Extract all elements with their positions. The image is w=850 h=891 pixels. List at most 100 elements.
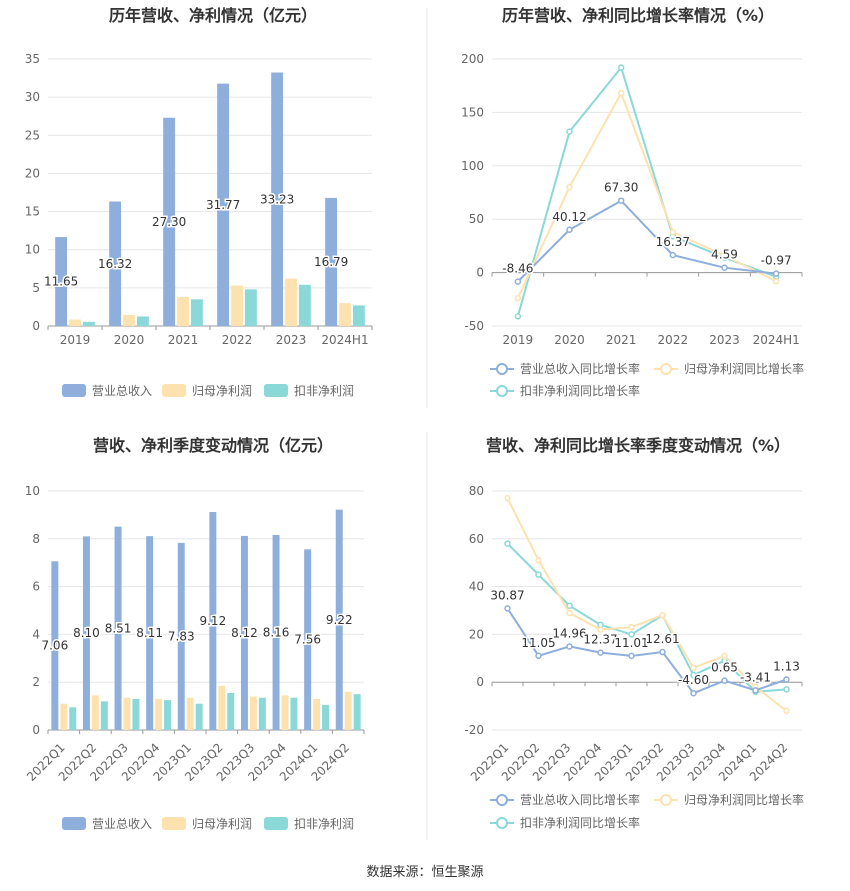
chart1-x-tick-label: 2024H1 (321, 333, 368, 347)
chart3-data-label: 7.06 (41, 639, 68, 653)
chart3-bar-3 (195, 703, 203, 730)
chart4-legend-marker-1 (496, 794, 508, 806)
chart2-point-3 (514, 313, 522, 320)
chart2-x-tick-label: 2022 (658, 333, 689, 347)
chart1-bar-3 (190, 299, 203, 326)
chart3-bar-2 (281, 695, 289, 730)
chart2-y-tick-label: 100 (461, 159, 484, 173)
chart1-bar-3 (298, 284, 311, 326)
chart2-legend-marker-2 (660, 363, 672, 375)
chart1-bar-2 (69, 319, 81, 326)
chart3-legend-label-3: 扣非净利润 (294, 817, 354, 831)
chart2-y-tick-label: -50 (464, 319, 484, 333)
chart3-bar-2 (123, 697, 131, 730)
chart4-legend-marker-3 (496, 817, 508, 829)
data-source-footer: 数据来源：恒生聚源 (366, 865, 484, 880)
chart4-point-2 (504, 494, 511, 502)
chart2-point-2 (772, 277, 780, 285)
chart1-data-label: 27.30 (152, 215, 186, 229)
chart3-bar-1 (146, 536, 154, 730)
chart4-legend-label-2: 归母净利润同比增长率 (684, 792, 804, 807)
chart3-bar-3 (258, 697, 266, 730)
chart4-y-tick-label: 80 (469, 484, 484, 498)
chart1-y-tick-label: 5 (32, 281, 40, 295)
chart3-title: 营收、净利季度变动情况（亿元） (93, 436, 333, 455)
chart2-x-tick-label: 2019 (503, 333, 534, 347)
chart4-y-tick-label: 40 (469, 580, 484, 594)
chart1-bar-1 (55, 237, 68, 326)
chart1-bar-1 (217, 83, 230, 326)
chart3-bar-2 (186, 697, 194, 730)
chart4-point-1 (721, 677, 728, 684)
chart4-legend-label-1: 营业总收入同比增长率 (520, 792, 640, 807)
chart1-bar-3 (244, 289, 257, 326)
chart1-legend-label-3: 扣非净利润 (294, 384, 354, 398)
chart4-point-3 (566, 602, 573, 609)
chart4-point-2 (597, 626, 604, 633)
chart2-data-label: 16.37 (656, 235, 690, 249)
chart1-legend-label-1: 营业总收入 (92, 384, 152, 398)
chart4-point-2 (783, 707, 790, 715)
chart3-bar-2 (313, 698, 321, 730)
chart4-data-label: 11.01 (614, 636, 648, 650)
chart4-series-line-2 (506, 497, 788, 712)
chart2-y-tick-label: 150 (461, 105, 484, 119)
chart3-data-label: 8.51 (105, 621, 132, 635)
chart3-data-label: 8.11 (136, 626, 163, 640)
chart4-legend-label-3: 扣非净利润同比增长率 (520, 815, 640, 830)
chart2-point-2 (617, 89, 625, 97)
chart2-point-1 (669, 251, 677, 259)
chart4-data-label: 0.65 (711, 661, 738, 675)
chart2-legend-label-2: 归母净利润同比增长率 (684, 361, 804, 376)
chart2-series-line-2 (516, 90, 777, 299)
chart2-x-tick-label: 2021 (606, 333, 637, 347)
chart3-legend-swatch-1 (62, 817, 86, 830)
chart4-y-tick-label: 60 (469, 532, 484, 546)
chart3-bar-2 (60, 703, 68, 730)
chart2-point-1 (772, 270, 780, 277)
chart4-data-label: 11.05 (521, 636, 555, 650)
chart3-bar-1 (304, 549, 312, 730)
chart1-x-tick-label: 2019 (60, 333, 91, 347)
chart1-y-tick-label: 15 (25, 205, 40, 219)
chart1-data-label: 11.65 (44, 275, 78, 289)
chart4-series-line-3 (506, 542, 787, 693)
chart2-y-tick-label: 50 (469, 212, 484, 226)
chart2-y-tick-label: 0 (476, 266, 484, 280)
chart1-data-label: 16.32 (98, 257, 132, 271)
chart4-point-2 (535, 557, 542, 564)
chart1-legend-label-2: 归母净利润 (192, 384, 252, 398)
chart1-y-tick-label: 30 (25, 90, 40, 104)
chart2-point-1 (617, 197, 625, 204)
chart1-bar-3 (136, 316, 149, 326)
chart4-point-1 (752, 687, 759, 694)
chart3-bar-1 (335, 509, 343, 730)
chart3-bar-3 (290, 697, 298, 730)
chart3-data-label: 7.56 (294, 633, 321, 647)
chart2-data-label: 4.59 (711, 248, 738, 262)
chart4-data-label: 12.61 (645, 632, 679, 646)
chart1-y-tick-label: 35 (25, 52, 40, 66)
chart4-y-tick-label: 20 (469, 627, 484, 641)
chart2-x-tick-label: 2020 (554, 333, 585, 347)
chart2-legend-marker-3 (496, 385, 508, 397)
chart4-point-2 (566, 609, 573, 617)
chart4-point-1 (628, 652, 635, 660)
chart1-legend-swatch-1 (62, 384, 86, 397)
chart2-y-tick-label: 200 (461, 52, 484, 66)
chart4-point-3 (535, 571, 542, 578)
chart1-bar-1 (271, 72, 284, 327)
chart2-data-label: 67.30 (604, 181, 638, 195)
chart1-bar-2 (285, 278, 297, 326)
chart2-legend-marker-1 (496, 363, 508, 375)
chart3-legend-swatch-2 (162, 817, 186, 830)
chart4-point-3 (783, 686, 790, 693)
chart1-bar-2 (231, 285, 243, 326)
chart3-bar-3 (100, 701, 108, 730)
chart2-legend-label-3: 扣非净利润同比增长率 (520, 383, 640, 398)
chart4-y-tick-label: -20 (464, 723, 484, 737)
chart2-data-label: -0.97 (761, 254, 792, 268)
chart3-y-tick-label: 10 (25, 484, 40, 498)
chart4-point-1 (690, 689, 697, 697)
chart3-legend-swatch-3 (264, 817, 288, 830)
